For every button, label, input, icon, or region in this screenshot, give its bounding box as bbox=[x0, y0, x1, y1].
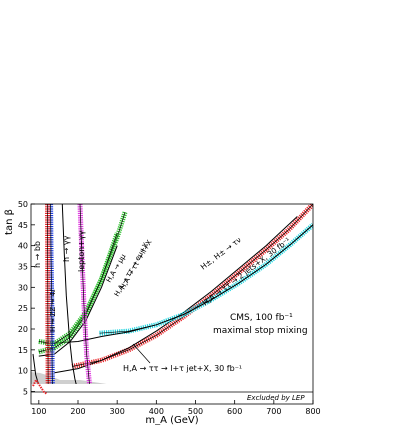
series-black-line bbox=[32, 353, 39, 384]
y-tick-label: 5 bbox=[23, 388, 28, 397]
annotation-hbb: h → bb bbox=[33, 241, 42, 268]
series-red-band bbox=[71, 204, 313, 369]
y-tick-label: 20 bbox=[18, 325, 28, 334]
x-tick-label: 500 bbox=[188, 407, 203, 416]
series-black-line bbox=[61, 204, 77, 384]
y-tick-label: 10 bbox=[18, 367, 28, 376]
annotation-jet-leader bbox=[132, 343, 151, 364]
x-tick-label: 100 bbox=[31, 407, 46, 416]
x-axis-label: m_A (GeV) bbox=[145, 415, 198, 425]
y-tick-label: 35 bbox=[18, 263, 28, 272]
annotation-lepton-gg: lepton+γγ bbox=[77, 230, 86, 272]
series-red-line bbox=[47, 204, 49, 384]
x-tick-label: 800 bbox=[305, 407, 320, 416]
plot-frame bbox=[30, 203, 314, 405]
annotation-hgg: h → γγ bbox=[62, 235, 71, 262]
x-ticks: 100 200 300 400 500 600 700 800 bbox=[31, 400, 321, 416]
annotation-lep: Excluded by LEP bbox=[247, 394, 305, 402]
y-tick-label: 50 bbox=[18, 200, 28, 209]
y-tick-label: 40 bbox=[18, 242, 28, 251]
annotation-ll: H,A → ττ → ll+X bbox=[119, 238, 154, 291]
curves bbox=[32, 204, 313, 384]
annotation-zz: H → ZZ → 4ℓ bbox=[49, 289, 57, 332]
annotation-mixing: maximal stop mixing bbox=[213, 326, 308, 336]
series-black-line bbox=[44, 224, 313, 345]
y-axis-label: tan β bbox=[4, 209, 15, 235]
y-tick-label: 15 bbox=[18, 346, 28, 355]
series-red-line bbox=[72, 204, 313, 367]
x-tick-label: 400 bbox=[149, 407, 164, 416]
series-magenta-line bbox=[79, 204, 90, 384]
x-tick-label: 600 bbox=[227, 407, 242, 416]
annotation-charged-higgs: H±, H± → τν bbox=[199, 235, 243, 271]
annotation-cms: CMS, 100 fb⁻¹ bbox=[230, 313, 293, 323]
annotation-jet: H,A → ττ → l+τ jet+X, 30 fb⁻¹ bbox=[123, 364, 242, 373]
x-tick-label: 300 bbox=[110, 407, 125, 416]
x-tick-label: 700 bbox=[266, 407, 281, 416]
series-black-line bbox=[54, 216, 298, 374]
x-tick-label: 200 bbox=[70, 407, 85, 416]
hbb-low-mass-curve bbox=[32, 378, 48, 395]
annotation-two-jets: H,A → ττ → 2 jets+X, 30 fb⁻¹ bbox=[201, 236, 292, 308]
y-ticks: 5 10 15 20 25 30 35 40 45 50 bbox=[18, 200, 35, 397]
y-tick-label: 45 bbox=[18, 221, 28, 230]
y-tick-label: 30 bbox=[18, 283, 28, 292]
series-blue-line bbox=[50, 204, 53, 384]
y-tick-label: 25 bbox=[18, 304, 28, 313]
